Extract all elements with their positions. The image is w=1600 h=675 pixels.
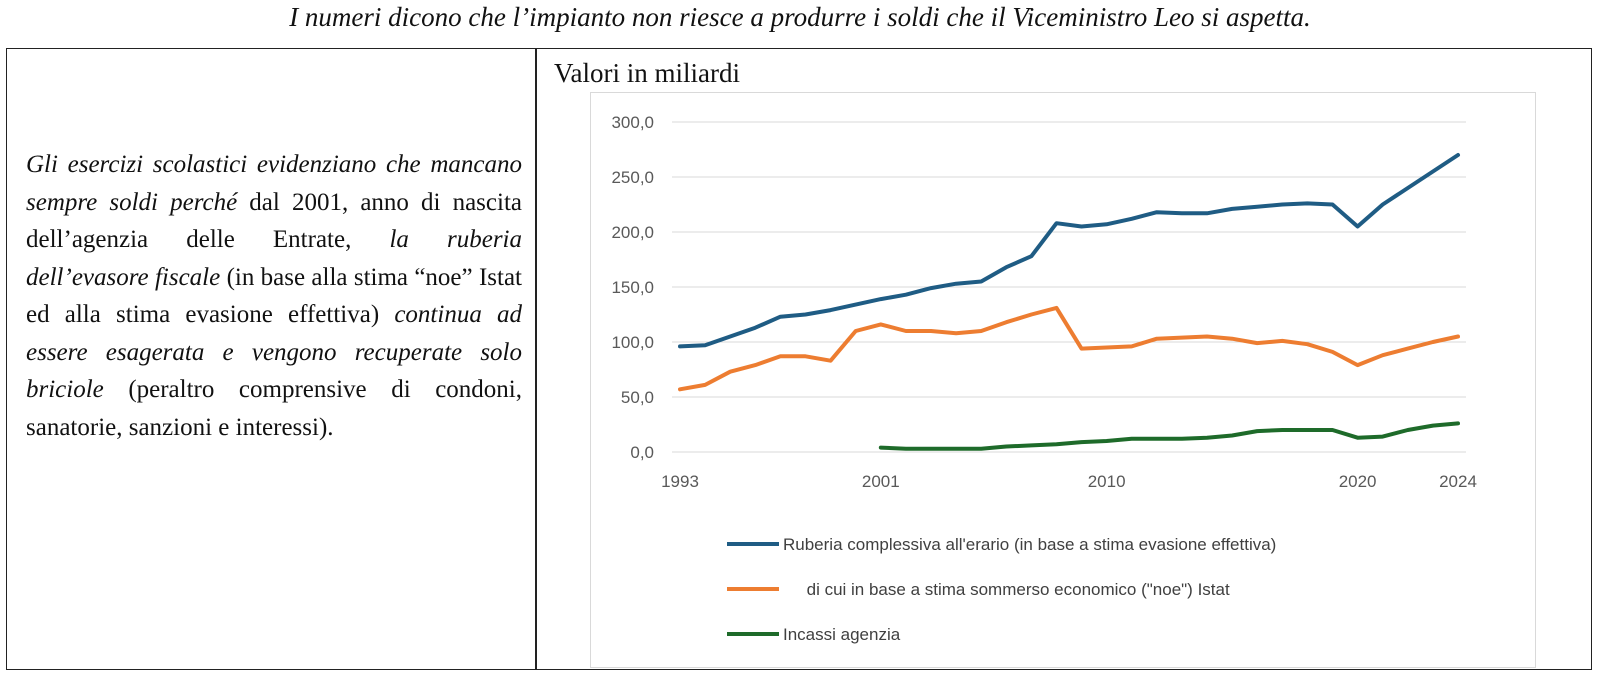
column-divider (535, 48, 537, 670)
text-plain-1: dal 2001, anno di nascita dell’agenzia d… (26, 188, 522, 254)
legend-label: Ruberia complessiva all'erario (in base … (783, 535, 1276, 554)
table-frame (6, 48, 1592, 670)
y-tick-label: 300,0 (611, 113, 654, 132)
x-tick-label: 2010 (1088, 472, 1126, 491)
text-italic-3: continua ad essere esagerata e vengono r… (26, 301, 522, 403)
text-plain-2: (in base alla stima “noe” Istat ed alla … (26, 263, 522, 329)
series-line-3 (878, 421, 1460, 451)
y-tick-label: 50,0 (621, 388, 654, 407)
x-tick-label: 2020 (1339, 472, 1377, 491)
text-italic-1: Gli esercizi scolastici evidenziano che … (26, 151, 522, 216)
chart-area (590, 92, 1536, 668)
chart-title: Valori in miliardi (554, 58, 740, 88)
legend-label: Incassi agenzia (783, 625, 901, 644)
y-tick-label: 100,0 (611, 333, 654, 352)
x-tick-label: 1993 (661, 472, 699, 491)
y-tick-label: 250,0 (611, 168, 654, 187)
series-line-1 (678, 153, 1460, 349)
x-tick-label: 2001 (862, 472, 900, 491)
legend-label: di cui in base a stima sommerso economic… (783, 580, 1230, 599)
series-line-2 (678, 305, 1460, 392)
y-tick-label: 150,0 (611, 278, 654, 297)
x-tick-label: 2024 (1439, 472, 1477, 491)
page-title: I numeri dicono che l’impianto non riesc… (289, 2, 1311, 32)
y-tick-label: 0,0 (630, 443, 654, 462)
text-italic-2: la ruberia dell’evasore fiscale (26, 226, 522, 291)
explanation-paragraph: Gli esercizi scolastici evidenziano che … (26, 146, 522, 446)
y-tick-label: 200,0 (611, 223, 654, 242)
text-plain-3: (peraltro comprensive di condoni, sanato… (26, 376, 522, 441)
